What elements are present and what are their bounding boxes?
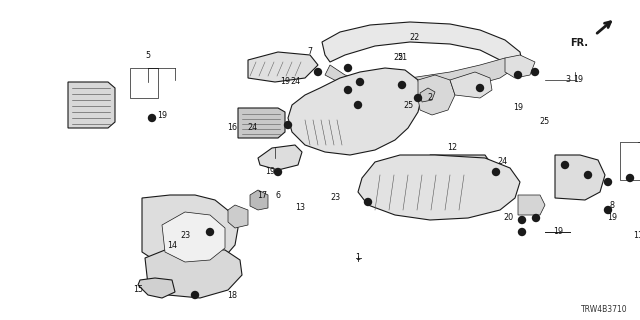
Polygon shape: [68, 82, 115, 128]
Polygon shape: [258, 145, 302, 170]
Text: 18: 18: [227, 292, 237, 300]
Text: 24: 24: [247, 124, 257, 132]
Circle shape: [191, 292, 198, 299]
Text: 14: 14: [167, 241, 177, 250]
Polygon shape: [430, 155, 492, 185]
Circle shape: [493, 169, 499, 175]
Polygon shape: [250, 190, 268, 210]
Circle shape: [518, 228, 525, 236]
Text: 12: 12: [447, 143, 457, 153]
Circle shape: [605, 206, 611, 213]
Text: 8: 8: [609, 201, 614, 210]
Text: 19: 19: [553, 228, 563, 236]
Circle shape: [344, 65, 351, 71]
Bar: [130, 68, 158, 98]
Text: 25: 25: [540, 117, 550, 126]
Text: 13: 13: [295, 204, 305, 212]
Polygon shape: [555, 155, 605, 200]
Text: FR.: FR.: [570, 38, 588, 48]
Text: 19: 19: [280, 77, 290, 86]
Text: 6: 6: [275, 190, 280, 199]
Circle shape: [532, 214, 540, 221]
Polygon shape: [420, 88, 435, 102]
Text: 20: 20: [503, 213, 513, 222]
Text: 1: 1: [355, 253, 360, 262]
Polygon shape: [325, 58, 515, 92]
Text: 23: 23: [180, 230, 190, 239]
Text: 7: 7: [307, 47, 312, 57]
Polygon shape: [228, 205, 248, 228]
Circle shape: [275, 169, 282, 175]
Text: 19: 19: [607, 213, 617, 222]
Polygon shape: [505, 55, 535, 78]
Text: 22: 22: [410, 34, 420, 43]
Text: 24: 24: [290, 77, 300, 86]
Polygon shape: [322, 22, 522, 68]
Circle shape: [285, 122, 291, 129]
Text: 3: 3: [566, 76, 570, 84]
Text: 5: 5: [145, 52, 150, 60]
Polygon shape: [358, 155, 520, 220]
Polygon shape: [162, 212, 225, 262]
Text: 21: 21: [397, 53, 407, 62]
Text: 2: 2: [428, 93, 433, 102]
Circle shape: [207, 228, 214, 236]
Circle shape: [605, 179, 611, 186]
Polygon shape: [288, 68, 422, 155]
Text: 19: 19: [513, 103, 523, 113]
Text: 16: 16: [227, 124, 237, 132]
Circle shape: [561, 162, 568, 169]
Polygon shape: [248, 52, 318, 82]
Text: 23: 23: [330, 194, 340, 203]
Text: 19: 19: [265, 167, 275, 177]
Text: TRW4B3710: TRW4B3710: [581, 305, 628, 314]
Text: 17: 17: [257, 190, 267, 199]
Text: 24: 24: [497, 157, 507, 166]
Circle shape: [518, 217, 525, 223]
Circle shape: [515, 71, 522, 78]
Circle shape: [365, 198, 371, 205]
Polygon shape: [145, 248, 242, 298]
Circle shape: [627, 174, 634, 181]
Text: 25: 25: [393, 53, 403, 62]
Polygon shape: [450, 72, 492, 98]
Text: 15: 15: [133, 285, 143, 294]
Circle shape: [531, 68, 538, 76]
Polygon shape: [138, 278, 175, 298]
Text: 25: 25: [403, 100, 413, 109]
Bar: [620, 142, 640, 180]
Polygon shape: [238, 108, 285, 138]
Circle shape: [314, 68, 321, 76]
Polygon shape: [142, 195, 238, 268]
Circle shape: [355, 101, 362, 108]
Circle shape: [148, 115, 156, 122]
Circle shape: [344, 86, 351, 93]
Circle shape: [415, 94, 422, 101]
Text: 11: 11: [633, 230, 640, 239]
Circle shape: [584, 172, 591, 179]
Circle shape: [399, 82, 406, 89]
Polygon shape: [518, 195, 545, 215]
Polygon shape: [418, 75, 455, 115]
Text: 19: 19: [573, 76, 583, 84]
Circle shape: [477, 84, 483, 92]
Circle shape: [356, 78, 364, 85]
Text: 19: 19: [157, 110, 167, 119]
